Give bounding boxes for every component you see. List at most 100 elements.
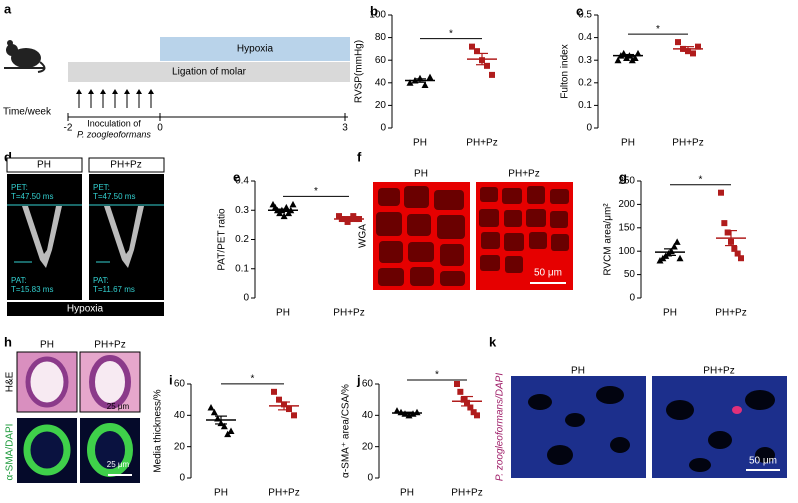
y-tick-label: 20 (362, 441, 374, 452)
y-axis-label: Media thickness/% (153, 389, 164, 472)
fluorescence-image (511, 376, 646, 478)
annotation: T=15.83 ms (11, 285, 53, 294)
data-point (207, 404, 215, 411)
x-tick-label: PH (663, 308, 677, 319)
y-tick-label: 0.1 (235, 263, 249, 274)
y-tick-label: 40 (362, 410, 374, 421)
axis-label: Time/week (3, 107, 52, 118)
footer-bar (7, 302, 164, 316)
annotation: T=47.50 ms (11, 192, 53, 201)
y-tick-label: 0.1 (578, 100, 592, 111)
y-tick-label: 100 (618, 246, 635, 257)
data-point (631, 54, 639, 61)
x-tick-label: PH+Pz (268, 488, 299, 499)
data-point (673, 238, 681, 245)
data-point (474, 412, 480, 419)
data-point (286, 406, 292, 413)
panel-letter: c (576, 3, 583, 18)
data-point (670, 243, 678, 250)
scale-label: 25 μm (107, 402, 130, 411)
scale-label: 50 μm (749, 456, 777, 467)
panel-letter: e (233, 169, 240, 184)
y-tick-label: 0 (629, 293, 635, 304)
x-tick-label: PH (276, 308, 290, 319)
data-point (426, 73, 434, 81)
data-point (210, 408, 218, 416)
y-axis-label: RVSP(mmHg) (354, 40, 365, 103)
x-tick-label: PH+Pz (333, 308, 364, 319)
panel-d: d PH PH+Pz PET: T=47.50 ms PET: T=47.50 … (4, 149, 165, 316)
y-axis-label: α-SMA⁺ area/CSA/% (341, 384, 352, 478)
annotation: PET: (93, 183, 110, 192)
annotation: P. zoogleoformans (77, 129, 151, 139)
data-point (724, 229, 731, 236)
data-point (220, 422, 228, 430)
data-point (474, 48, 480, 55)
data-point (276, 396, 282, 403)
data-point (634, 49, 642, 57)
panel-letter: h (4, 334, 12, 349)
mouse-icon (4, 40, 46, 73)
vessel (23, 424, 71, 476)
y-tick-label: 20 (174, 441, 186, 452)
data-point (484, 62, 490, 69)
y-tick-label: 0 (586, 123, 592, 134)
x-tick-label: PH (413, 138, 427, 149)
significance-label: * (699, 174, 703, 185)
header: PH+Pz (110, 160, 141, 171)
x-tick-label: PH (400, 488, 414, 499)
data-point (413, 408, 421, 416)
bar-label: Ligation of molar (172, 67, 247, 78)
header: PH (37, 160, 51, 171)
header: PH (571, 366, 585, 377)
tick-label: 3 (342, 123, 348, 134)
y-tick-label: 0.3 (578, 55, 592, 66)
header: PH+Pz (94, 340, 125, 351)
data-point (675, 39, 681, 46)
y-axis-label: RVCM area/μm² (603, 203, 614, 276)
annotation: PAT: (93, 276, 109, 285)
y-tick-label: 0 (380, 123, 386, 134)
data-point (280, 212, 288, 220)
y-tick-label: 60 (375, 55, 387, 66)
data-point (731, 245, 738, 252)
y-tick-label: 0.5 (578, 10, 592, 21)
y-tick-label: 0.4 (235, 176, 249, 187)
panel-letter: g (619, 169, 627, 184)
header: PH+Pz (508, 169, 539, 180)
x-tick-label: PH+Pz (451, 488, 482, 499)
ligation-bar (68, 62, 350, 82)
y-tick-label: 100 (369, 10, 386, 21)
bar-label: Hypoxia (237, 44, 274, 55)
y-tick-label: 50 (624, 269, 636, 280)
panel-letter: k (489, 334, 497, 349)
header-box (6, 157, 83, 173)
tick-label: -2 (64, 123, 73, 134)
panel-h: h PH PH+Pz H&E α-SMA/DAPI 25 μm 25 μm (4, 334, 141, 483)
data-point (227, 427, 235, 434)
y-tick-label: 60 (174, 379, 186, 390)
vessel (25, 356, 69, 408)
data-point (291, 412, 297, 419)
header: PH+Pz (703, 366, 734, 377)
data-point (690, 50, 696, 57)
panel-f: f PH PH+Pz WGA 50 μm (357, 149, 573, 290)
tissue-gaps (528, 386, 775, 472)
y-tick-label: 200 (618, 199, 635, 210)
data-point (460, 396, 467, 403)
y-axis-label: PAT/PET ratio (217, 208, 228, 271)
stain-label: H&E (5, 371, 16, 392)
panel-letter: i (169, 372, 173, 387)
x-tick-label: PH (621, 138, 635, 149)
measure-lines (7, 204, 164, 263)
annotation: T=11.67 ms (93, 285, 135, 294)
panel-letter: b (370, 3, 378, 18)
data-point (470, 409, 477, 416)
y-tick-label: 150 (618, 222, 635, 233)
header: PH (414, 169, 428, 180)
bacteria-signal (732, 406, 742, 414)
y-tick-label: 40 (375, 77, 387, 88)
annotation: Inoculation of (87, 118, 141, 128)
vessel (89, 355, 131, 409)
annotation: T=47.50 ms (93, 192, 135, 201)
